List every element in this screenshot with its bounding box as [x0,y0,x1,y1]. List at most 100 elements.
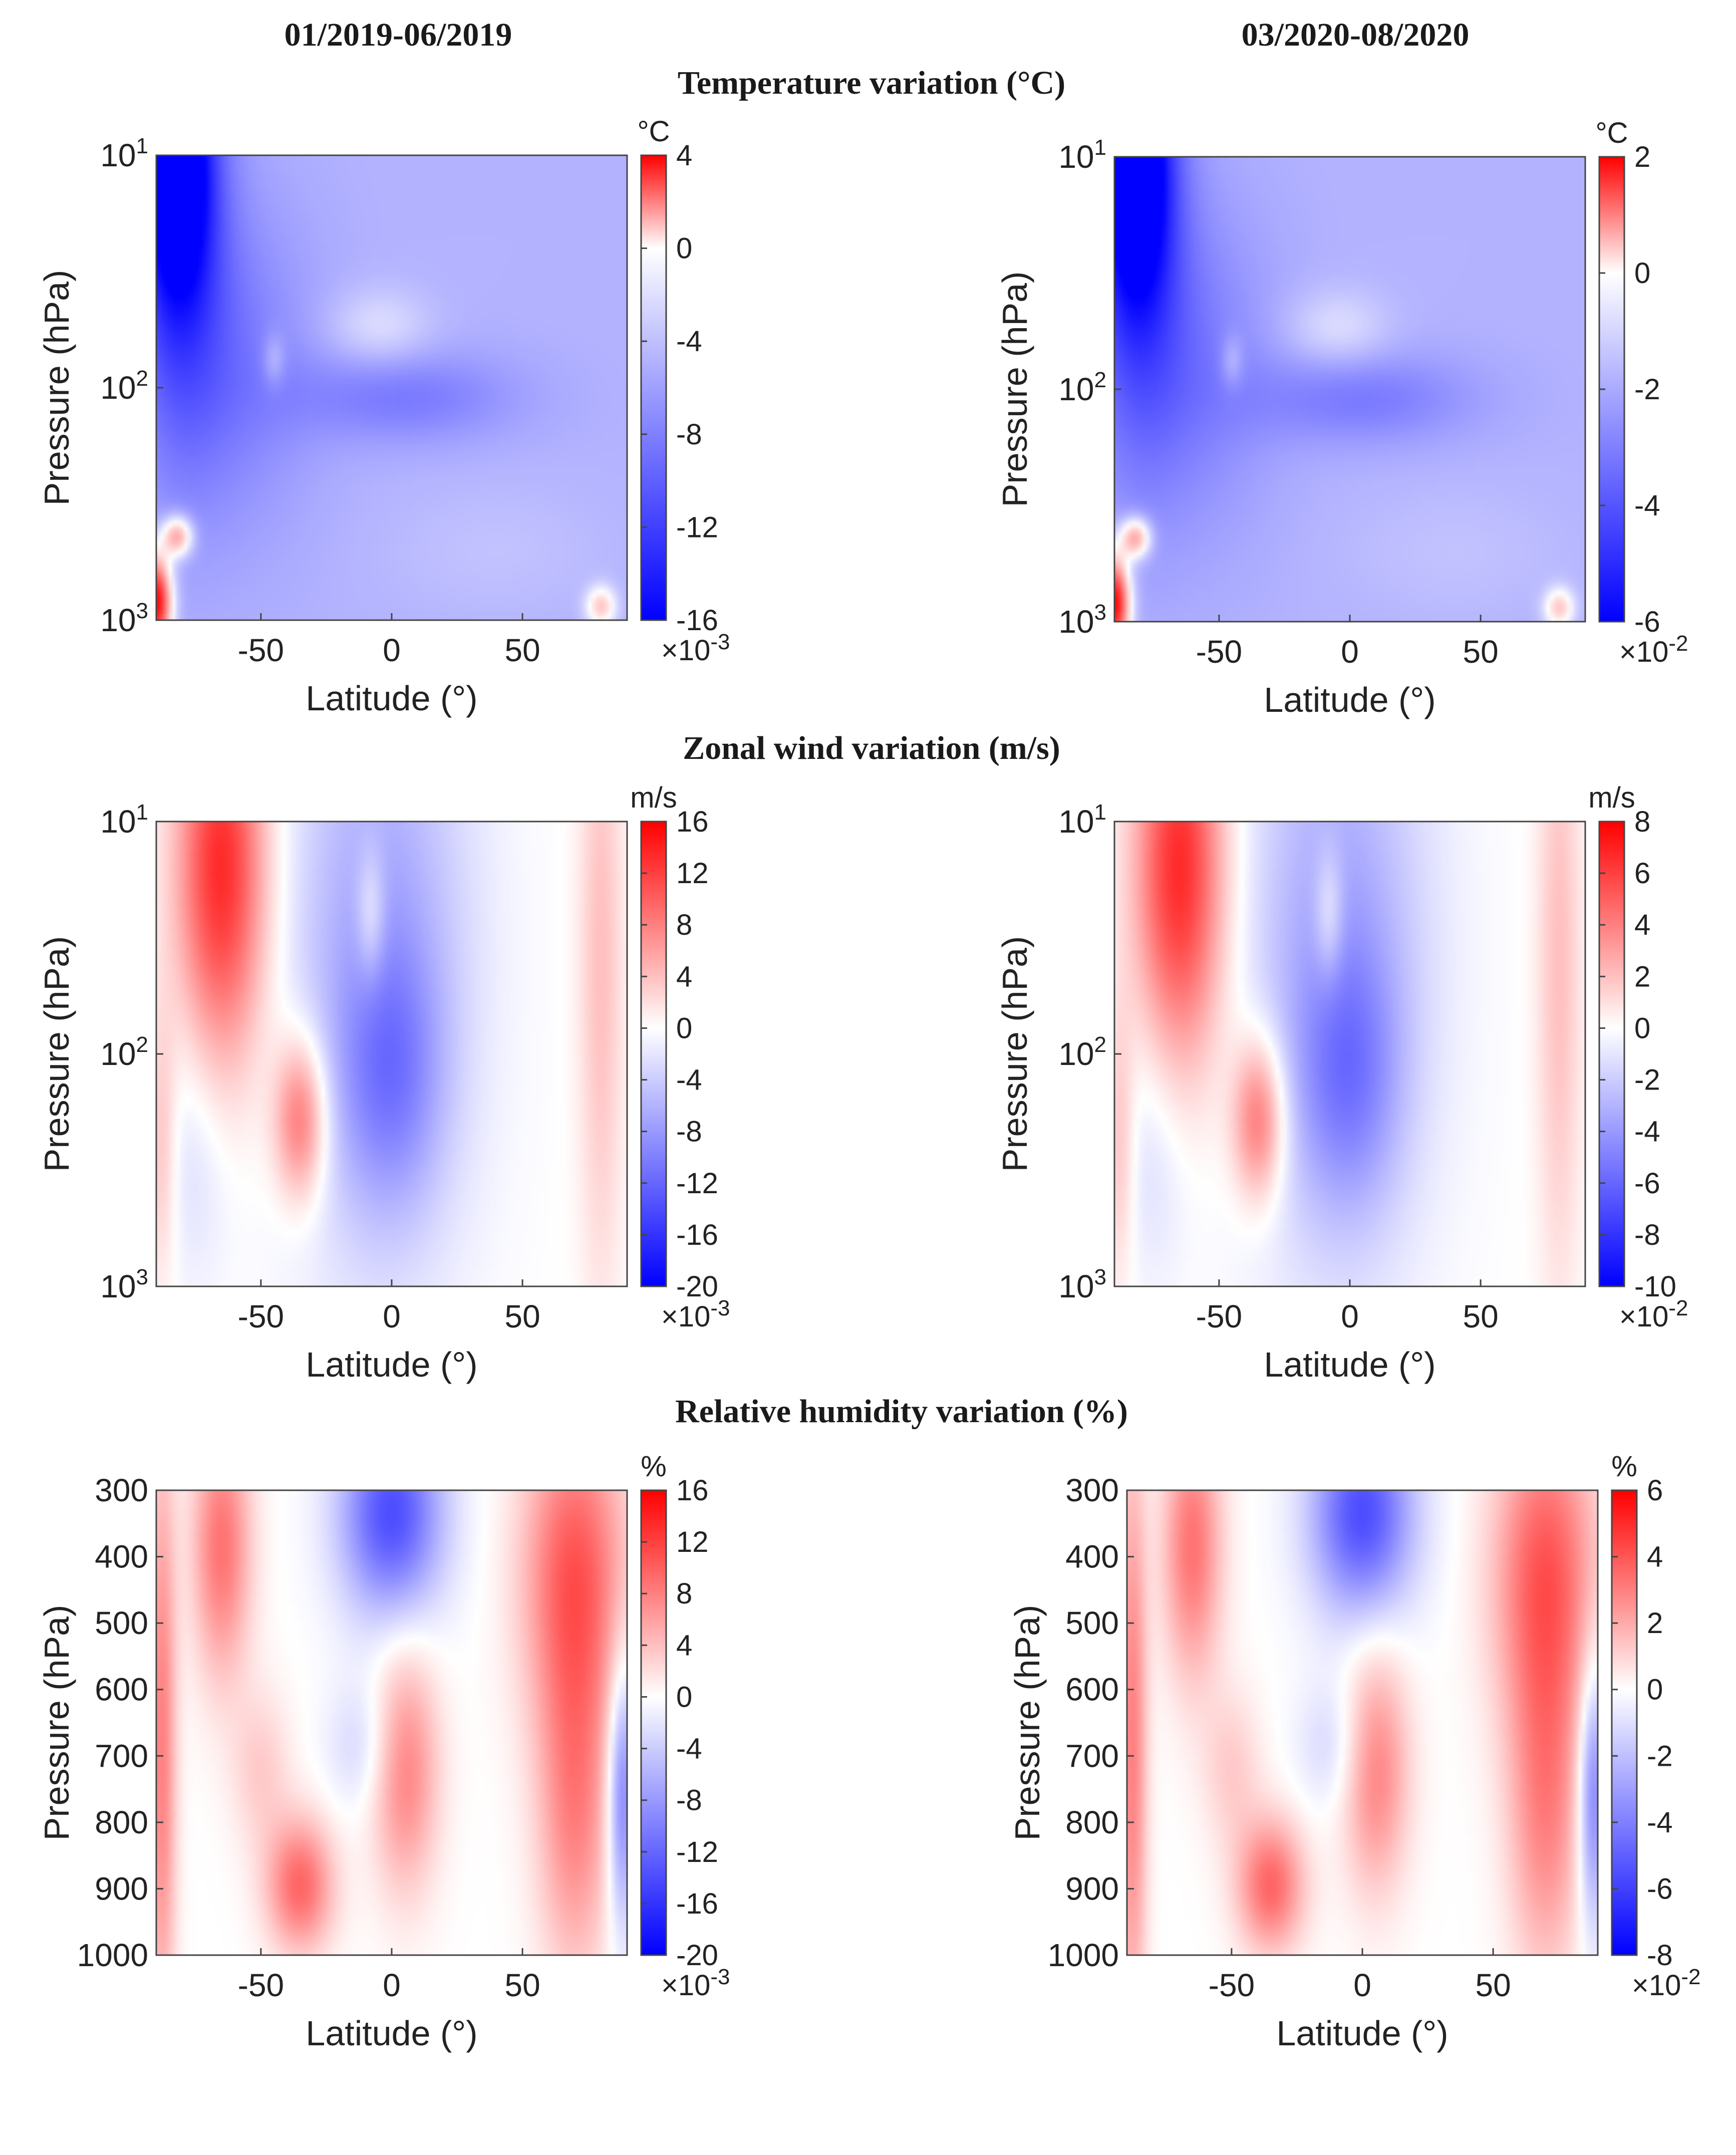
colorbar-tick-label: -4 [676,325,702,358]
x-tick-label: -50 [238,1298,284,1334]
y-tick-label: 103 [100,599,148,638]
colorbar-multiplier: ×10-2 [1632,1965,1701,2002]
colorbar-tick-label: 0 [1634,257,1650,290]
colorbar [640,154,667,621]
colorbar-tick-label: -20 [676,1270,718,1303]
heatmap-field [156,822,627,1286]
y-tick-label: 102 [100,1032,148,1072]
colorbar-tick-label: 0 [676,1012,692,1044]
x-axis-label: Latitude (°) [306,679,477,718]
colorbar-tick-label: 8 [1634,805,1650,838]
heatmap-field [1114,822,1585,1286]
x-tick-label: 50 [505,1967,540,2003]
colorbar-multiplier: ×10-3 [661,630,730,667]
colorbar-tick-label: 0 [1634,1012,1650,1044]
temperature-chart-2020: -50 0 50 101 102 103 Latitude (°) Pressure (hPa… [995,117,1736,732]
colorbar-tick-label: 0 [676,232,692,265]
heatmap-field [1127,1490,1598,1955]
y-tick-label: 101 [1058,800,1106,840]
y-tick-label: 101 [1058,135,1106,175]
y-tick-label: 1000 [1048,1937,1119,1973]
x-tick-label: -50 [1196,1298,1243,1334]
y-tick-label: 400 [1065,1539,1119,1575]
colorbar-tick-label: -8 [1647,1939,1673,1972]
x-tick-label: 50 [505,632,540,668]
colorbar-tick-label: -6 [1634,606,1660,638]
colorbar-tick-label: -12 [676,511,718,544]
colorbar-tick-label: 2 [1647,1607,1663,1640]
y-axis-label: Pressure (hPa) [37,270,76,506]
colorbar [640,821,667,1287]
x-tick-label: 50 [505,1298,540,1334]
colorbar-multiplier: ×10-3 [661,1296,730,1333]
colorbar-tick-label: 16 [676,805,709,838]
humidity-chart-2020: -50 0 50 300 400 500 600 700 800 900 1000 Latitude … [1008,1450,1736,2065]
y-tick-label: 102 [1058,1032,1106,1072]
x-axis-label: Latitude (°) [1276,2014,1448,2053]
x-axis-label: Latitude (°) [306,2014,477,2053]
x-tick-label: 0 [383,632,401,668]
colorbar-tick-label: -8 [676,1784,702,1817]
colorbar-unit: % [641,1450,667,1483]
colorbar-tick-label: 2 [1634,141,1650,173]
x-tick-label: 0 [1341,634,1359,670]
x-tick-label: 50 [1463,1298,1499,1334]
y-tick-label: 900 [1065,1870,1119,1907]
y-tick-label: 500 [1065,1605,1119,1641]
y-tick-label: 300 [95,1472,148,1508]
y-axis-label: Pressure (hPa) [37,1605,76,1841]
colorbar [640,1489,667,1956]
x-tick-label: -50 [238,1967,284,2003]
humidity-section-title: Relative humidity variation (%) [675,1393,1128,1430]
y-tick-label: 103 [1058,1265,1106,1304]
colorbar-tick-label: 4 [676,1629,692,1662]
colorbar-tick-label: 4 [676,960,692,993]
x-tick-label: 50 [1463,634,1499,670]
colorbar-tick-label: -4 [1647,1806,1673,1839]
colorbar-unit: °C [637,115,670,148]
x-tick-label: -50 [1209,1967,1255,2003]
x-axis-label: Latitude (°) [306,1345,477,1384]
x-axis-label: Latitude (°) [1264,680,1435,719]
colorbar-tick-label: 12 [676,857,709,890]
heatmap-field [156,1490,627,1955]
y-tick-label: 800 [95,1804,148,1840]
colorbar-tick-label: 12 [676,1526,709,1558]
colorbar-tick-label: -2 [1634,1064,1660,1097]
colorbar-tick-label: 16 [676,1474,709,1507]
colorbar-tick-label: -2 [1634,373,1660,406]
colorbar-tick-label: 4 [1647,1541,1663,1573]
colorbar [1598,821,1625,1287]
colorbar-tick-label: 8 [676,909,692,941]
colorbar-unit: m/s [1588,781,1635,814]
heatmap-field [156,155,627,620]
heatmap-field [1114,157,1585,622]
colorbar-unit: °C [1595,117,1628,149]
colorbar-tick-label: -6 [1647,1872,1673,1905]
colorbar-unit: m/s [630,781,677,814]
temperature-chart-2019: -50 0 50 101 102 103 Latitude (°) Pressure (hPa… [37,115,792,730]
y-tick-label: 800 [1065,1804,1119,1840]
colorbar-tick-label: 4 [676,139,692,172]
x-tick-label: 0 [383,1967,401,2003]
colorbar-tick-label: -12 [676,1167,718,1200]
x-tick-label: -50 [1196,634,1243,670]
x-axis-label: Latitude (°) [1264,1345,1435,1384]
y-tick-label: 700 [95,1738,148,1774]
colorbar-tick-label: 0 [1647,1674,1663,1706]
colorbar-tick-label: -12 [676,1836,718,1868]
y-tick-label: 1000 [77,1937,148,1973]
colorbar-tick-label: 8 [676,1577,692,1610]
colorbar-tick-label: -8 [676,1116,702,1148]
colorbar-tick-label: 2 [1634,960,1650,993]
colorbar-tick-label: -8 [676,418,702,451]
y-tick-label: 101 [100,800,148,840]
temperature-section-title: Temperature variation (°C) [677,65,1066,101]
y-tick-label: 700 [1065,1738,1119,1774]
x-tick-label: -50 [238,632,284,668]
colorbar-tick-label: -20 [676,1939,718,1972]
y-tick-label: 600 [1065,1672,1119,1708]
colorbar-tick-label: -16 [676,604,718,637]
y-axis-label: Pressure (hPa) [37,936,76,1172]
y-tick-label: 102 [100,366,148,406]
